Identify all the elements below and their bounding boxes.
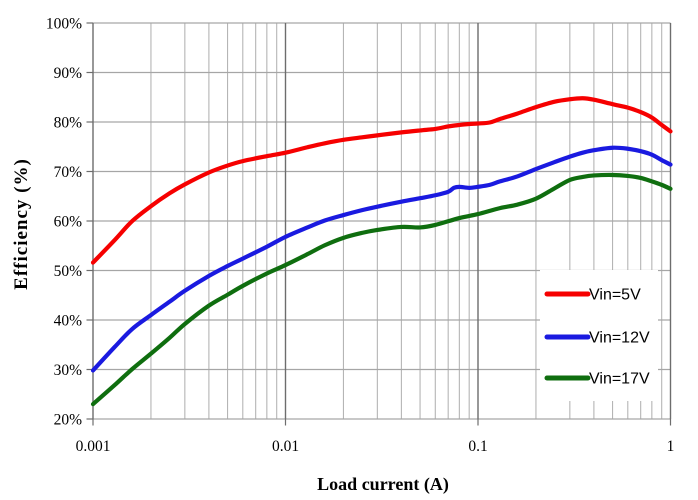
x-tick-label-1: 1 [667, 438, 675, 455]
legend-label-vin-5v: Vin=5V [589, 287, 641, 304]
x-tick-label-0.01: 0.01 [272, 438, 299, 455]
legend: Vin=5V Vin=12V Vin=17V [540, 270, 658, 401]
axis-labels: Efficiency (%) Load current (A) 20% 30% 40… [11, 16, 674, 496]
curve-vin-17v [90, 172, 673, 407]
x-tick-label-0.001: 0.001 [76, 438, 111, 455]
curve-vin-12v [90, 145, 673, 373]
curves-layer [90, 96, 673, 407]
y-tick-label-40: 40% [54, 313, 83, 330]
y-tick-label-30: 30% [54, 362, 83, 379]
legend-label-vin-12v: Vin=12V [589, 330, 650, 347]
y-tick-label-50: 50% [54, 263, 83, 280]
y-tick-label-20: 20% [54, 412, 83, 429]
x-tick-label-0.1: 0.1 [468, 438, 487, 455]
y-tick-label-90: 90% [54, 65, 83, 82]
y-tick-label-80: 80% [54, 115, 83, 132]
x-axis-title: Load current (A) [317, 474, 449, 495]
legend-label-vin-17v: Vin=17V [589, 371, 650, 388]
curve-vin-5v [90, 96, 673, 265]
y-tick-label-100: 100% [46, 16, 82, 33]
y-axis-title: Efficiency (%) [11, 158, 32, 290]
y-tick-label-70: 70% [54, 164, 83, 181]
y-tick-label-60: 60% [54, 214, 83, 231]
